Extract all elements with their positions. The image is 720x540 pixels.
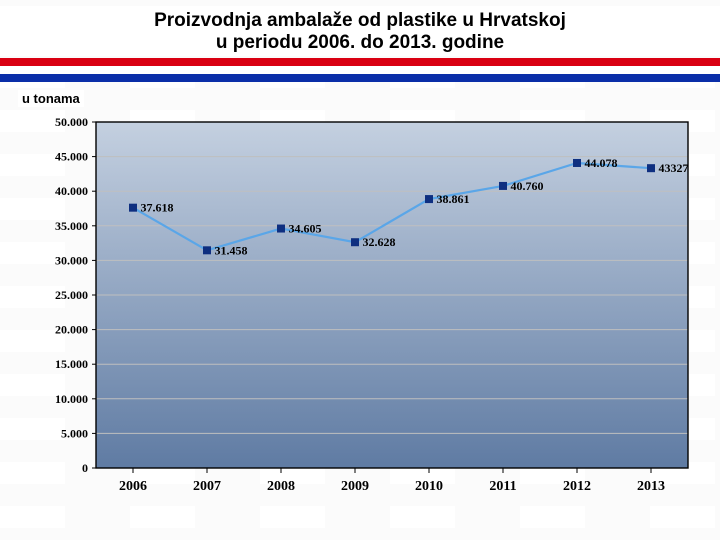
svg-text:20.000: 20.000 bbox=[55, 323, 88, 337]
svg-text:44.078: 44.078 bbox=[585, 156, 618, 170]
svg-text:35.000: 35.000 bbox=[55, 219, 88, 233]
svg-text:5.000: 5.000 bbox=[61, 426, 88, 440]
svg-text:40.000: 40.000 bbox=[55, 184, 88, 198]
svg-text:2011: 2011 bbox=[489, 479, 516, 494]
svg-text:2008: 2008 bbox=[267, 479, 295, 494]
svg-text:37.618: 37.618 bbox=[141, 201, 174, 215]
svg-text:2013: 2013 bbox=[637, 479, 665, 494]
line-chart: 0 5.000 10.000 15.000 20.000 25.000 30.000 35.0… bbox=[40, 108, 700, 508]
stripe-blue bbox=[0, 74, 720, 82]
svg-text:2009: 2009 bbox=[341, 479, 369, 494]
title-block: Proizvodnja ambalaže od plastike u Hrvat… bbox=[0, 6, 720, 56]
svg-text:0: 0 bbox=[82, 461, 88, 475]
stripe-white bbox=[0, 66, 720, 74]
svg-text:25.000: 25.000 bbox=[55, 288, 88, 302]
svg-text:32.628: 32.628 bbox=[363, 235, 396, 249]
svg-text:34.605: 34.605 bbox=[289, 222, 322, 236]
svg-text:31.458: 31.458 bbox=[215, 243, 248, 257]
stripe-red bbox=[0, 58, 720, 66]
svg-text:2006: 2006 bbox=[119, 479, 147, 494]
chart-svg: 0 5.000 10.000 15.000 20.000 25.000 30.000 35.0… bbox=[40, 108, 700, 508]
svg-text:38.861: 38.861 bbox=[437, 192, 470, 206]
y-axis-unit-label: u tonama bbox=[18, 90, 84, 107]
svg-text:2010: 2010 bbox=[415, 479, 443, 494]
svg-text:50.000: 50.000 bbox=[55, 115, 88, 129]
title-line-1: Proizvodnja ambalaže od plastike u Hrvat… bbox=[0, 10, 720, 32]
svg-text:40.760: 40.760 bbox=[511, 179, 544, 193]
svg-text:43327: 43327 bbox=[659, 161, 689, 175]
flag-stripes bbox=[0, 58, 720, 82]
svg-text:30.000: 30.000 bbox=[55, 253, 88, 267]
svg-text:2012: 2012 bbox=[563, 479, 591, 494]
svg-text:2007: 2007 bbox=[193, 479, 221, 494]
svg-text:15.000: 15.000 bbox=[55, 357, 88, 371]
svg-text:45.000: 45.000 bbox=[55, 150, 88, 164]
title-line-2: u periodu 2006. do 2013. godine bbox=[0, 32, 720, 54]
svg-text:10.000: 10.000 bbox=[55, 392, 88, 406]
